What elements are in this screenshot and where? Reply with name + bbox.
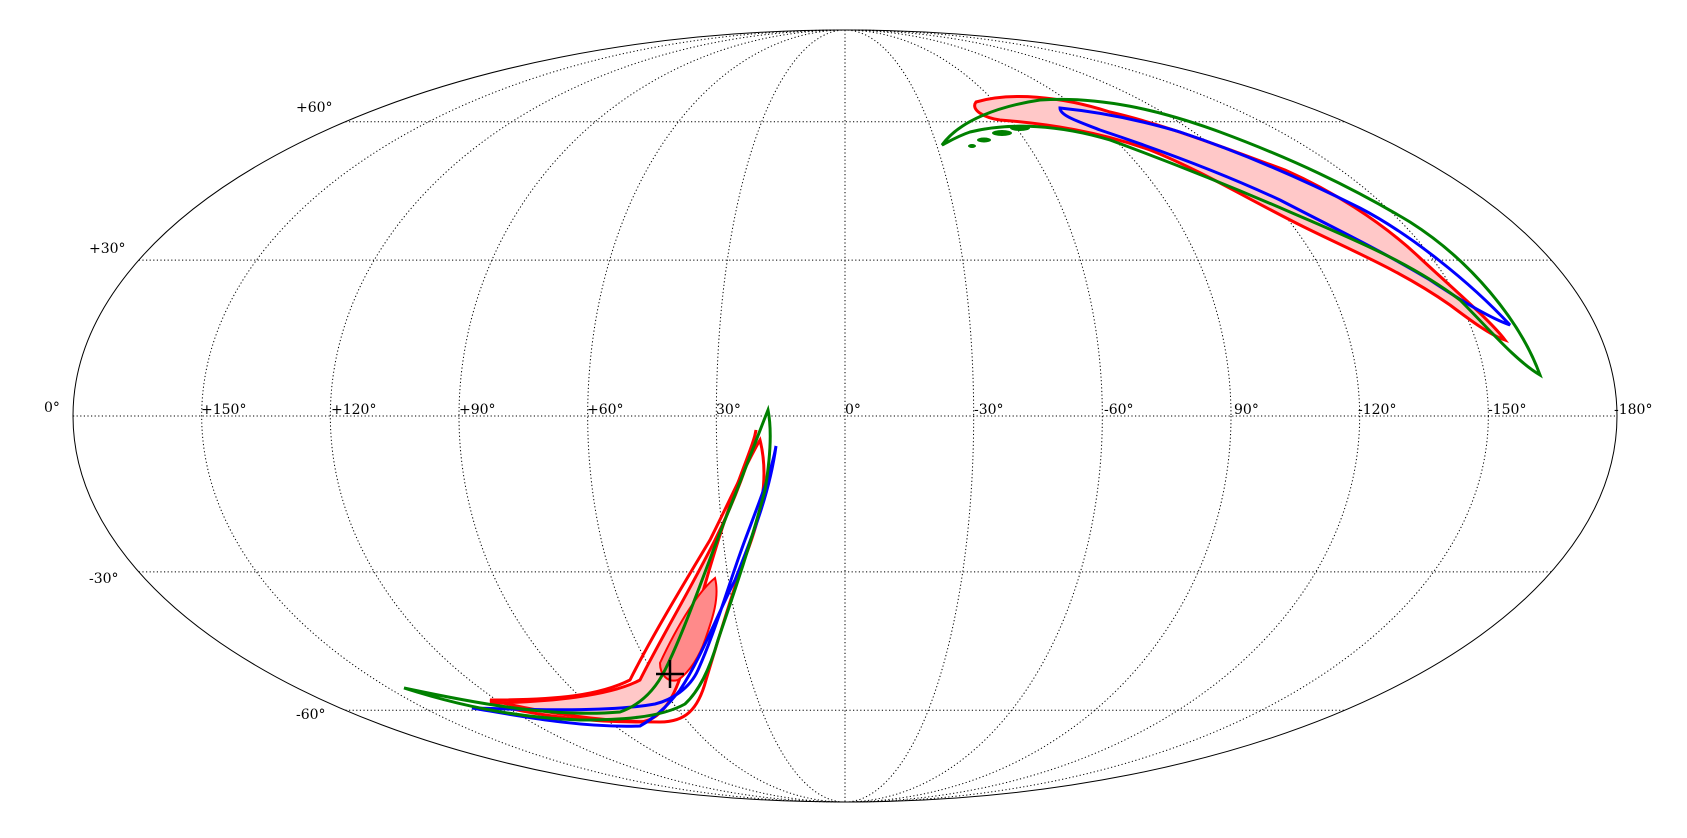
south-localization-region <box>403 404 778 728</box>
south-blue-contour <box>471 445 778 728</box>
lon-label-plus150: +150° <box>201 402 246 418</box>
south-red-fill-light <box>489 429 758 724</box>
north-green-contour <box>940 97 1543 379</box>
north-green-blob-3 <box>977 137 991 143</box>
lat-label-minus60: -60° <box>296 707 326 723</box>
lon-label-0: 0° <box>845 402 861 418</box>
lat-label-minus30: -30° <box>89 571 119 587</box>
north-blue-contour <box>1058 106 1512 327</box>
lon-label-minus120: -120° <box>1358 402 1396 418</box>
north-localization-region <box>940 95 1543 379</box>
lon-label-minus180: -180° <box>1614 402 1652 418</box>
lon-label-minus30: -30° <box>974 402 1004 418</box>
south-red-outer-contour <box>489 436 766 724</box>
graticule-labels: +60° +30° 0° -30° -60° +150° +120° +90° … <box>44 100 1652 723</box>
north-green-blob-2 <box>1010 125 1030 131</box>
lon-label-plus120: +120° <box>331 402 376 418</box>
lat-label-plus30: +30° <box>89 241 126 257</box>
lat-label-0: 0° <box>44 400 60 416</box>
lon-label-plus90: +90° <box>459 402 496 418</box>
lon-label-minus60: -60° <box>1104 402 1134 418</box>
lon-label-minus150: -150° <box>1488 402 1526 418</box>
lat-label-plus60: +60° <box>296 100 333 116</box>
lon-label-30: 30° <box>716 402 741 418</box>
graticule <box>72 29 1618 803</box>
cross-marker <box>656 660 684 688</box>
meridian-line <box>329 29 1361 803</box>
north-red-fill-region <box>973 95 1510 343</box>
lon-label-plus60: +60° <box>587 402 624 418</box>
north-green-blob-4 <box>968 144 976 148</box>
lon-label-90: 90° <box>1234 402 1259 418</box>
south-green-contour <box>403 404 772 722</box>
north-green-blob-1 <box>992 130 1012 136</box>
